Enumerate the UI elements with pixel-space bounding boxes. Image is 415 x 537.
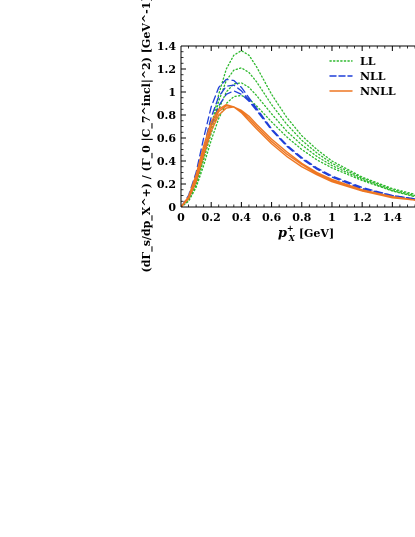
- y-tick-label: 1.4: [157, 40, 176, 53]
- series-nll-line-5: [181, 84, 415, 207]
- x-tick-label: 0.8: [292, 211, 311, 224]
- x-tick-label: 1: [328, 211, 336, 224]
- x-tick-label: 1.2: [353, 211, 372, 224]
- x-axis-label-sup: +: [287, 223, 294, 233]
- series-nnll-line-8: [181, 105, 415, 207]
- y-tick-label: 0.4: [157, 155, 176, 168]
- series-nnll-line-9: [181, 106, 415, 207]
- legend-label-ll: LL: [360, 55, 376, 68]
- legend-label-nll: NLL: [360, 70, 386, 83]
- series-nll-line-4: [181, 78, 415, 207]
- series-ll-line-2: [181, 82, 415, 207]
- x-axis-label-symbol: p: [278, 226, 287, 241]
- y-tick-label: 0.6: [157, 132, 176, 145]
- x-tick-label: 1.4: [383, 211, 402, 224]
- series-ll-line-3: [181, 94, 415, 207]
- curves: [181, 49, 415, 207]
- series-nll-line-6: [181, 90, 415, 207]
- x-axis-label-sub: X: [288, 233, 296, 243]
- x-tick-label: 0: [177, 211, 185, 224]
- series-nnll-line-7: [181, 103, 415, 207]
- y-tick-label: 1: [168, 86, 176, 99]
- y-tick-label: 0.8: [157, 109, 176, 122]
- x-tick-label: 0.4: [232, 211, 251, 224]
- y-tick-label: 1.2: [157, 63, 176, 76]
- legend-label-nnll: NNLL: [360, 85, 396, 98]
- y-axis-label: (dΓ_s/dp_X^+) / (Γ_0 |C_7^incl|^2) [GeV^…: [140, 0, 154, 273]
- y-tick-label: 0.2: [157, 178, 176, 191]
- y-tick-label: 0: [168, 201, 176, 214]
- x-tick-label: 0.2: [202, 211, 221, 224]
- x-tick-label: 0.6: [262, 211, 281, 224]
- x-axis-label: p+ X [GeV]: [278, 223, 334, 243]
- x-axis-label-unit: [GeV]: [299, 227, 334, 240]
